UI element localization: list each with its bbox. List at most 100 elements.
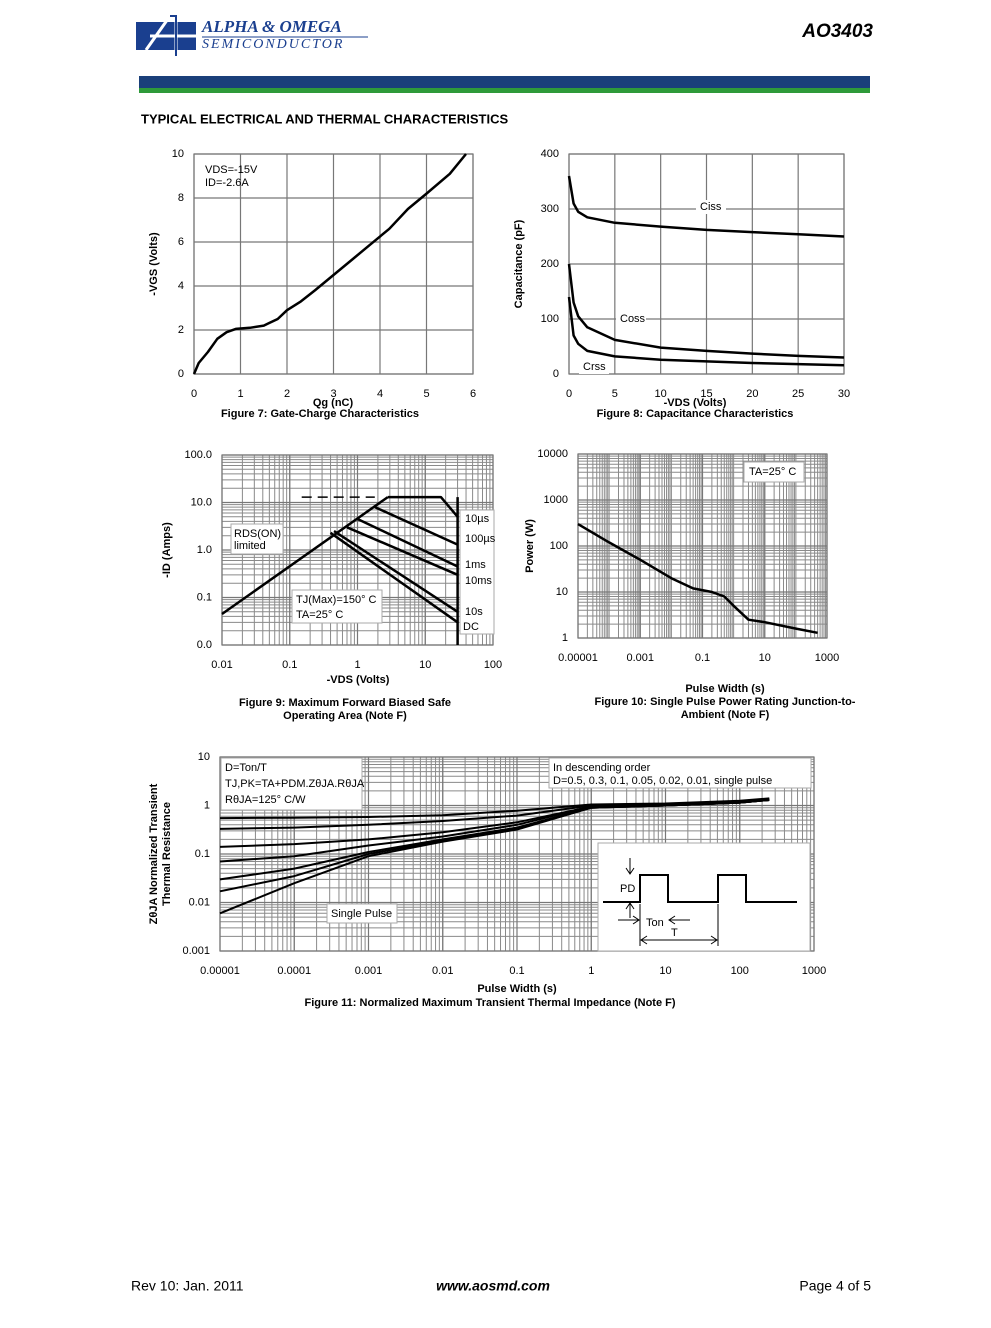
y-axis-label: Capacitance (pF) xyxy=(513,219,525,308)
annotation: RDS(ON) xyxy=(234,528,281,540)
series-label-bg xyxy=(579,360,609,374)
label-box xyxy=(291,589,383,624)
annotation: limited xyxy=(234,540,266,552)
y-tick-label: 10000 xyxy=(537,448,568,460)
y-tick-label: 0.01 xyxy=(189,896,210,908)
x-axis-label: Pulse Width (s) xyxy=(477,983,557,995)
y-tick-label: 200 xyxy=(541,258,559,270)
x-tick-label: 10 xyxy=(759,652,771,664)
annotation: In descending order xyxy=(553,762,651,774)
x-axis-label: Pulse Width (s) xyxy=(685,683,765,695)
y-tick-label: 1 xyxy=(562,632,568,644)
y-tick-label: 400 xyxy=(541,148,559,160)
series-label: Ciss xyxy=(700,201,722,213)
y-tick-label: 0 xyxy=(553,368,559,380)
y-axis-label: Thermal Resistance xyxy=(161,802,173,906)
footer-revision: Rev 10: Jan. 2011 xyxy=(131,1278,244,1294)
footer-page: Page 4 of 5 xyxy=(799,1278,871,1294)
annotation: ID=-2.6A xyxy=(205,177,249,189)
y-tick-label: 300 xyxy=(541,203,559,215)
series-label: DC xyxy=(463,621,479,633)
chart: 0.00001 0.001 0.1 10 1000 1 10 100 1000 10000 TA=2… xyxy=(524,448,856,721)
x-tick-label: 1000 xyxy=(802,965,826,977)
x-tick-label: 1000 xyxy=(815,652,839,664)
annotation: TA=25° C xyxy=(749,466,796,478)
part-number: AO3403 xyxy=(801,21,873,42)
y-tick-label: 1 xyxy=(204,799,210,811)
series-line xyxy=(356,517,459,568)
section-title: TYPICAL ELECTRICAL AND THERMAL CHARACTER… xyxy=(141,111,508,126)
x-axis-label: Qg (nC) xyxy=(313,397,354,409)
series-line xyxy=(374,505,459,546)
header-bar-blue xyxy=(139,76,870,88)
annotation: PD xyxy=(620,883,635,895)
label-box xyxy=(459,509,495,635)
y-tick-label: 0.1 xyxy=(195,848,210,860)
series-label: 10ms xyxy=(465,575,492,587)
y-tick-label: 10.0 xyxy=(191,496,212,508)
x-tick-label: 100 xyxy=(484,659,502,671)
figure-caption: Operating Area (Note F) xyxy=(283,710,407,722)
x-tick-label: 0.01 xyxy=(211,659,232,671)
series-line xyxy=(333,530,459,613)
annotation: D=0.5, 0.3, 0.1, 0.05, 0.02, 0.01, singl… xyxy=(553,775,772,787)
x-tick-label: 15 xyxy=(700,388,712,400)
annotation: Single Pulse xyxy=(331,908,392,920)
series-label: Coss xyxy=(620,313,646,325)
x-tick-label: 4 xyxy=(377,388,383,400)
chart: 0.01 0.1 1 10 100 100.0 10.0 1.0 0.1 0.0 10µs 100µs… xyxy=(161,449,502,722)
y-tick-label: 1.0 xyxy=(197,544,212,556)
x-tick-label: 0.001 xyxy=(626,652,654,664)
chart: 0 5 10 15 20 25 300100200300400CissCossCrss-VD… xyxy=(513,148,850,420)
figure-caption: Ambient (Note F) xyxy=(681,709,770,721)
y-axis-label: -VGS (Volts) xyxy=(148,232,160,296)
x-axis-label: -VDS (Volts) xyxy=(664,397,727,409)
logo xyxy=(136,14,196,56)
annotation: RθJA=125° C/W xyxy=(225,794,306,806)
y-tick-label: 10 xyxy=(556,586,568,598)
x-tick-label: 0.1 xyxy=(509,965,524,977)
label-box xyxy=(743,461,805,483)
annotation: T xyxy=(671,927,678,939)
figure-caption: Figure 9: Maximum Forward Biased Safe xyxy=(239,697,451,709)
annotation: Ton xyxy=(646,917,664,929)
x-tick-label: 1 xyxy=(354,659,360,671)
series-line xyxy=(567,296,845,367)
y-tick-label: 4 xyxy=(178,280,184,292)
plot-frame xyxy=(193,153,474,375)
series-label-bg xyxy=(696,200,726,214)
x-tick-label: 10 xyxy=(655,388,667,400)
y-tick-label: 2 xyxy=(178,324,184,336)
x-tick-label: 0.00001 xyxy=(200,965,240,977)
x-tick-label: 30 xyxy=(838,388,850,400)
y-tick-label: 8 xyxy=(178,192,184,204)
y-tick-label: 0 xyxy=(178,368,184,380)
x-tick-label: 0.1 xyxy=(282,659,297,671)
y-tick-label: 0.1 xyxy=(197,591,212,603)
series-line xyxy=(346,526,459,576)
series-line xyxy=(387,495,459,518)
y-tick-label: 0.0 xyxy=(197,639,212,651)
x-tick-label: 0 xyxy=(191,388,197,400)
series-line xyxy=(221,496,389,616)
footer-website: www.aosmd.com xyxy=(436,1278,550,1294)
label-box xyxy=(220,757,363,811)
x-tick-label: 20 xyxy=(746,388,758,400)
y-tick-label: 10 xyxy=(198,751,210,763)
header-bar-green xyxy=(139,88,870,93)
label-box xyxy=(326,903,398,924)
x-tick-label: 3 xyxy=(330,388,336,400)
company-division: SEMICONDUCTOR xyxy=(202,37,344,52)
label-box xyxy=(597,842,811,952)
label-box xyxy=(230,523,284,555)
series-line xyxy=(192,153,467,375)
series-label: Crss xyxy=(583,361,606,373)
plot-frame xyxy=(219,756,815,952)
x-tick-label: 0.00001 xyxy=(558,652,598,664)
series-line xyxy=(329,531,459,624)
y-axis-label: Power (W) xyxy=(524,519,536,573)
y-tick-label: 6 xyxy=(178,236,184,248)
x-tick-label: 0.0001 xyxy=(277,965,311,977)
y-tick-label: 1000 xyxy=(544,494,568,506)
y-tick-label: 100 xyxy=(541,313,559,325)
